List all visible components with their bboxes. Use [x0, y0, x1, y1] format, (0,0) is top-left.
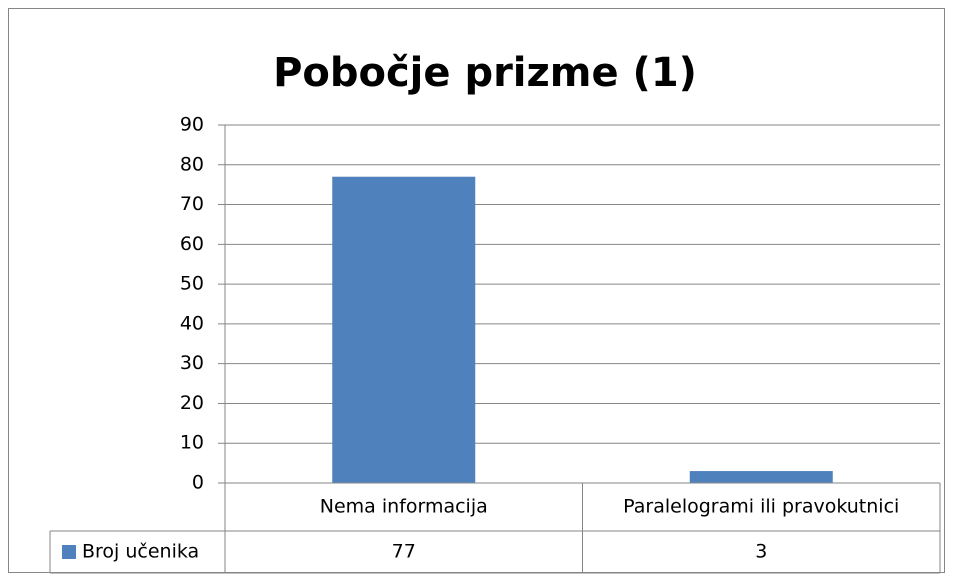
data-table-value: 3 — [755, 541, 767, 563]
y-tick-label: 90 — [180, 114, 204, 136]
y-tick-label: 60 — [180, 233, 204, 255]
bar — [332, 176, 476, 483]
y-tick-label: 0 — [192, 472, 204, 494]
x-tick-label: Paralelogrami ili pravokutnici — [623, 496, 899, 518]
y-tick-label: 50 — [180, 273, 204, 295]
legend-label: Broj učenika — [82, 541, 199, 563]
x-tick-label: Nema informacija — [320, 496, 488, 518]
y-tick-label: 40 — [180, 312, 204, 334]
bar — [689, 471, 833, 483]
y-tick-label: 80 — [180, 153, 204, 175]
chart-title: Pobočje prizme (1) — [273, 50, 697, 96]
y-tick-label: 20 — [180, 392, 204, 414]
y-tick-label: 30 — [180, 352, 204, 374]
y-tick-label: 70 — [180, 193, 204, 215]
data-table-value: 77 — [392, 541, 416, 563]
legend-swatch — [62, 545, 76, 559]
y-tick-label: 10 — [180, 432, 204, 454]
